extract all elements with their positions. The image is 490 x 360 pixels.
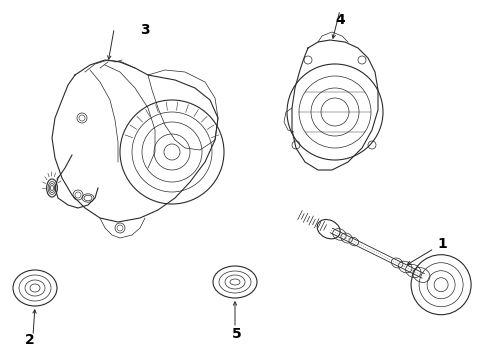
Text: 5: 5 (232, 327, 242, 341)
Text: 3: 3 (140, 23, 150, 37)
Text: 4: 4 (335, 13, 345, 27)
Text: 2: 2 (25, 333, 35, 347)
Text: 1: 1 (437, 238, 447, 251)
